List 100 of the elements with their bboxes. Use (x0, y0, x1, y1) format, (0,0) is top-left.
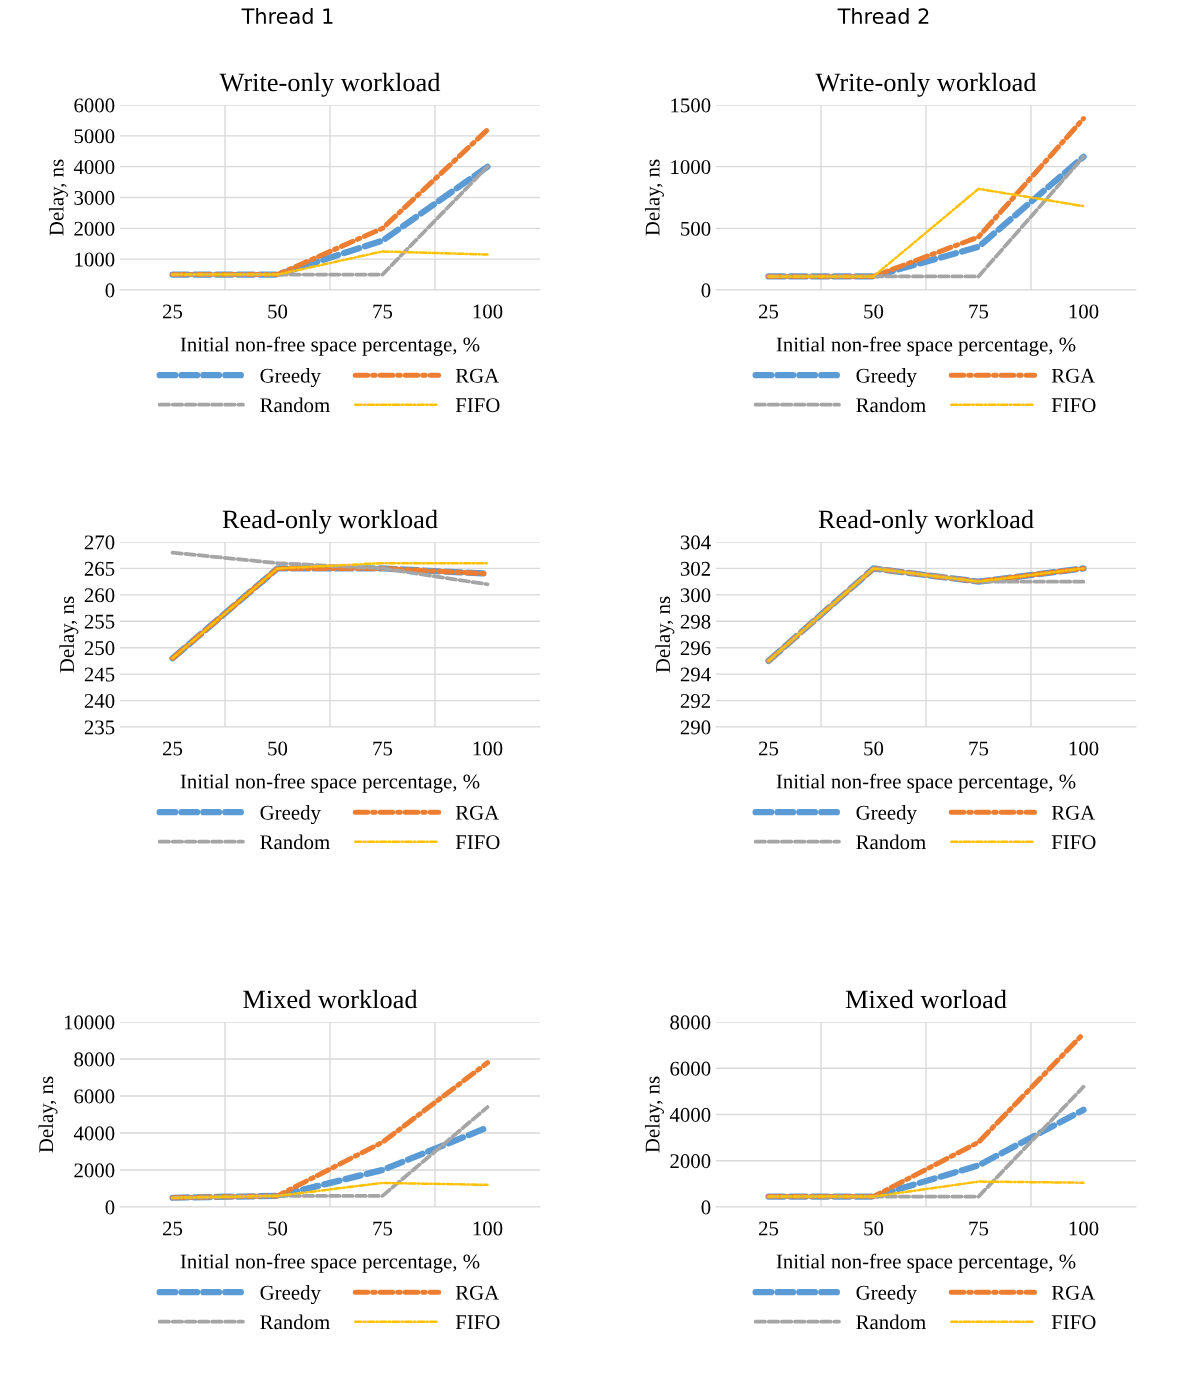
x-tick-label: 25 (759, 1221, 779, 1236)
y-tick-label: 245 (84, 667, 115, 682)
x-tick-label: 25 (759, 304, 779, 319)
y-axis-title: Delay, ns (38, 1076, 58, 1153)
y-tick-label: 0 (105, 1200, 115, 1215)
y-tick-label: 235 (84, 720, 115, 735)
x-tick-label: 25 (163, 1221, 183, 1236)
chart-title: Write-only workload (815, 72, 1037, 97)
chart-title: Read-only workload (818, 509, 1034, 534)
legend-label: Random (260, 397, 330, 413)
legend-label: Greedy (260, 368, 321, 388)
legend-label: Random (856, 397, 926, 413)
y-tick-label: 4000 (669, 1107, 711, 1122)
x-tick-label: 100 (1069, 741, 1099, 756)
x-axis-title: Initial non-free space percentage, % (776, 336, 1076, 356)
y-tick-label: 0 (701, 283, 711, 298)
y-tick-label: 6000 (74, 1089, 115, 1104)
y-tick-label: 260 (84, 588, 115, 603)
legend-label: FIFO (455, 835, 500, 850)
y-tick-label: 6000 (670, 1061, 711, 1076)
y-tick-label: 255 (84, 614, 115, 629)
x-tick-label: 100 (1069, 1221, 1099, 1236)
legend-label: RGA (455, 1285, 500, 1300)
y-tick-label: 302 (680, 561, 710, 576)
text: Thread 2 (837, 7, 929, 25)
y-tick-label: 4000 (73, 1126, 115, 1141)
x-tick-label: 100 (473, 1221, 503, 1236)
x-tick-label: 50 (864, 741, 884, 756)
legend-label: Random (856, 834, 926, 850)
x-tick-label: 50 (268, 304, 288, 319)
y-tick-label: 8000 (670, 1015, 711, 1030)
y-tick-label: 298 (680, 614, 711, 629)
legend-label: Random (260, 834, 330, 850)
chart-title: Mixed workload (243, 989, 418, 1009)
y-tick-label: 4000 (73, 160, 115, 175)
chart-title: Read-only workload (222, 509, 438, 534)
y-tick-label: 0 (701, 1200, 711, 1215)
legend-label: Random (260, 1314, 330, 1330)
legend-label: Greedy (260, 1285, 321, 1305)
x-tick-label: 75 (373, 304, 393, 319)
legend-label: Random (856, 1314, 926, 1330)
y-tick-label: 3000 (74, 190, 115, 205)
legend-label: Greedy (856, 1285, 917, 1305)
y-axis-title: Delay, ns (59, 596, 79, 673)
legend-label: FIFO (455, 398, 500, 413)
x-tick-label: 25 (163, 304, 183, 319)
legend-label: RGA (1051, 1285, 1096, 1300)
chart-title: Write-only workload (219, 72, 441, 97)
y-tick-label: 0 (105, 283, 115, 298)
x-axis-title: Initial non-free space percentage, % (776, 1253, 1076, 1273)
y-tick-label: 250 (84, 641, 115, 656)
y-axis-title: Delay, ns (655, 596, 675, 673)
x-tick-label: 25 (163, 741, 183, 756)
text: Thread 1 (241, 7, 333, 25)
line-series (170, 550, 490, 587)
legend-label: RGA (1051, 368, 1096, 383)
y-tick-label: 292 (680, 694, 710, 708)
y-tick-label: 5000 (74, 129, 115, 144)
x-tick-label: 100 (473, 304, 503, 319)
y-axis-title: Delay, ns (48, 159, 68, 236)
y-tick-label: 1000 (75, 252, 115, 267)
x-tick-label: 100 (1069, 304, 1099, 319)
y-tick-label: 1000 (671, 160, 711, 175)
y-tick-label: 240 (84, 693, 115, 708)
y-tick-label: 2000 (74, 221, 115, 236)
legend-label: RGA (1051, 805, 1096, 820)
y-tick-label: 10000 (64, 1015, 115, 1030)
y-tick-label: 6000 (74, 98, 115, 113)
y-tick-label: 1500 (671, 98, 711, 113)
y-axis-title: Delay, ns (644, 1076, 664, 1153)
y-tick-label: 296 (680, 641, 711, 656)
y-axis-title: Delay, ns (644, 159, 664, 236)
y-tick-label: 294 (680, 667, 711, 682)
x-tick-label: 100 (473, 741, 503, 756)
line-series (171, 1181, 489, 1199)
x-axis-title: Initial non-free space percentage, % (776, 773, 1076, 793)
x-tick-label: 50 (864, 304, 884, 319)
chart-title: Mixed worload (845, 989, 1007, 1009)
x-tick-label: 75 (373, 741, 393, 756)
y-tick-label: 300 (680, 588, 711, 603)
y-tick-label: 2000 (670, 1154, 711, 1169)
x-tick-label: 75 (969, 741, 989, 756)
x-tick-label: 50 (268, 1221, 288, 1236)
legend-label: Greedy (856, 805, 917, 825)
x-tick-label: 75 (969, 1221, 989, 1236)
x-tick-label: 25 (759, 741, 779, 756)
x-tick-label: 75 (373, 1221, 393, 1236)
x-axis-title: Initial non-free space percentage, % (180, 773, 480, 793)
legend-label: FIFO (1051, 398, 1096, 413)
y-tick-label: 265 (84, 561, 115, 576)
legend-label: Greedy (856, 368, 917, 388)
legend-label: FIFO (455, 1315, 500, 1330)
y-tick-label: 500 (681, 221, 711, 236)
legend-label: FIFO (1051, 835, 1096, 850)
y-tick-label: 290 (680, 720, 711, 735)
legend-label: Greedy (260, 805, 321, 825)
y-tick-label: 270 (84, 535, 115, 550)
x-tick-label: 50 (268, 741, 288, 756)
legend-label: RGA (455, 805, 500, 820)
y-tick-label: 2000 (74, 1163, 115, 1178)
